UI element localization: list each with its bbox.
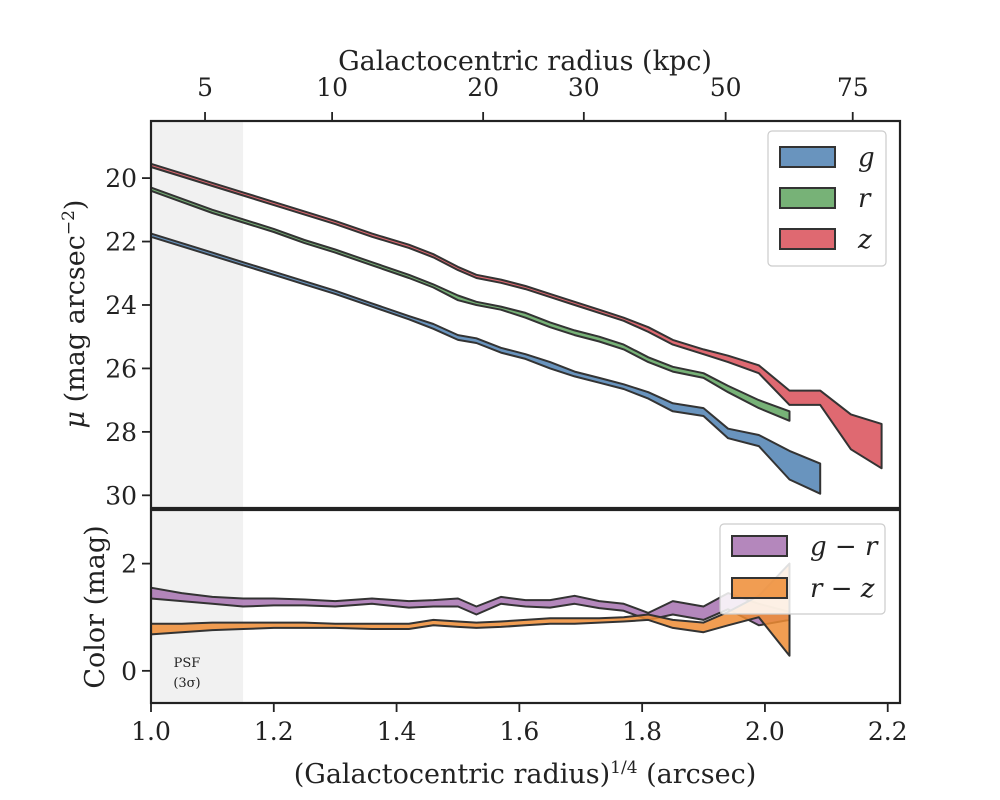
band-surface-brightness-2	[150, 162, 883, 470]
x-tick-label-1: 1.2	[254, 717, 294, 746]
band-surface-brightness-1	[150, 186, 791, 422]
legend-label-surface-brightness-2: z	[857, 225, 872, 255]
top-tick-label-0: 5	[197, 73, 213, 102]
legend-swatch-color-0	[731, 535, 788, 557]
panel-frame-0	[149, 119, 902, 510]
top-y-axis-title: μ (mag arcsec−2)	[59, 200, 91, 429]
legend-label-surface-brightness-0: g	[858, 143, 875, 173]
top-tick-label-1: 10	[316, 73, 348, 102]
top-tick-label-4: 50	[710, 73, 742, 102]
top-tick-label-2: 20	[467, 73, 499, 102]
legend-label-surface-brightness-1: r	[858, 184, 872, 214]
legend-label-color-0: g − r	[810, 532, 879, 562]
y-tick-label-surface-brightness-5: 30	[105, 481, 137, 510]
y-tick-label-surface-brightness-1: 22	[105, 228, 137, 257]
x-axis-title: (Galactocentric radius)1/4 (arcsec)	[294, 758, 757, 790]
y-tick-label-color-1: 2	[121, 550, 137, 579]
y-tick-label-surface-brightness-0: 20	[105, 164, 137, 193]
panel-frame-1	[149, 508, 902, 705]
x-tick-label-6: 2.2	[868, 717, 908, 746]
y-tick-label-surface-brightness-4: 28	[105, 418, 137, 447]
top-tick-label-5: 75	[837, 73, 869, 102]
y-tick-label-surface-brightness-2: 24	[105, 291, 137, 320]
x-tick-label-4: 1.8	[622, 717, 662, 746]
legend-label-color-1: r − z	[810, 574, 875, 604]
psf-label-line1: PSF	[174, 656, 201, 671]
x-tick-label-2: 1.4	[377, 717, 417, 746]
legend-swatch-surface-brightness-0	[779, 146, 836, 168]
x-tick-label-5: 2.0	[745, 717, 785, 746]
x-tick-label-0: 1.0	[131, 717, 171, 746]
x-tick-label-3: 1.6	[499, 717, 539, 746]
top-tick-label-3: 30	[568, 73, 600, 102]
top-axis-title: Galactocentric radius (kpc)	[338, 46, 712, 77]
y-tick-label-color-0: 0	[121, 657, 137, 686]
bottom-y-axis-title: Color (mag)	[80, 525, 111, 688]
legend-swatch-surface-brightness-1	[779, 187, 836, 209]
psf-label-line2: (3σ)	[173, 676, 200, 691]
legend-swatch-surface-brightness-2	[779, 228, 836, 250]
band-color-1	[150, 562, 791, 657]
y-tick-label-surface-brightness-3: 26	[105, 354, 137, 383]
band-surface-brightness-0	[150, 232, 822, 495]
band-color-0	[150, 586, 791, 627]
legend-swatch-color-1	[731, 577, 788, 599]
